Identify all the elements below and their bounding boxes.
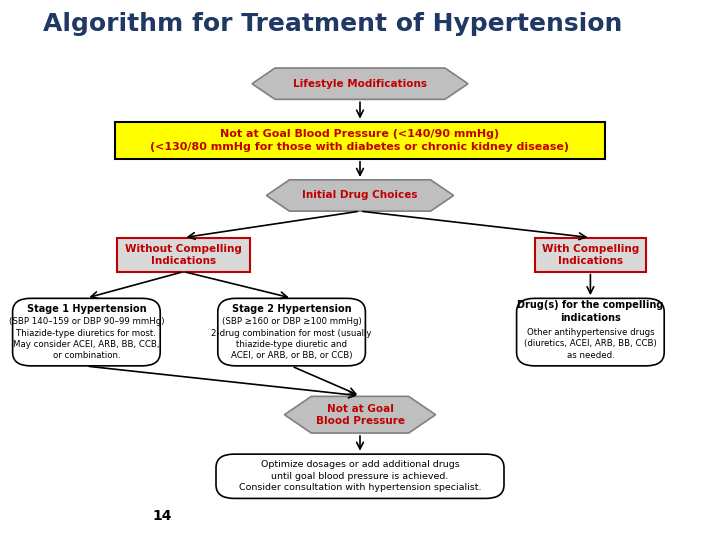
- Text: 14: 14: [152, 509, 172, 523]
- Text: With Compelling
Indications: With Compelling Indications: [541, 244, 639, 266]
- Text: Lifestyle Modifications: Lifestyle Modifications: [293, 79, 427, 89]
- Bar: [115, 122, 605, 159]
- Text: Initial Drug Choices: Initial Drug Choices: [302, 191, 418, 200]
- Text: Other antihypertensive drugs
(diuretics, ACEI, ARB, BB, CCB)
as needed.: Other antihypertensive drugs (diuretics,…: [524, 328, 657, 360]
- Text: Without Compelling
Indications: Without Compelling Indications: [125, 244, 242, 266]
- Text: (SBP ≥160 or DBP ≥100 mmHg)
2-drug combination for most (usually
thiazide-type d: (SBP ≥160 or DBP ≥100 mmHg) 2-drug combi…: [212, 318, 372, 360]
- Text: Stage 2 Hypertension: Stage 2 Hypertension: [232, 304, 351, 314]
- Text: Not at Goal Blood Pressure (<140/90 mmHg)
(<130/80 mmHg for those with diabetes : Not at Goal Blood Pressure (<140/90 mmHg…: [150, 129, 570, 152]
- Text: Stage 1 Hypertension: Stage 1 Hypertension: [27, 304, 146, 314]
- FancyBboxPatch shape: [218, 298, 366, 366]
- Text: Not at Goal
Blood Pressure: Not at Goal Blood Pressure: [315, 403, 405, 426]
- Text: Algorithm for Treatment of Hypertension: Algorithm for Treatment of Hypertension: [43, 12, 623, 36]
- Bar: [117, 238, 251, 272]
- FancyBboxPatch shape: [516, 298, 664, 366]
- Polygon shape: [284, 396, 436, 433]
- Text: Drug(s) for the compelling
indications: Drug(s) for the compelling indications: [517, 300, 664, 323]
- FancyBboxPatch shape: [13, 298, 160, 366]
- Text: (SBP 140–159 or DBP 90–99 mmHg)
Thiazide-type diuretics for most.
May consider A: (SBP 140–159 or DBP 90–99 mmHg) Thiazide…: [9, 318, 164, 360]
- Bar: [534, 238, 647, 272]
- Text: Optimize dosages or add additional drugs
until goal blood pressure is achieved.
: Optimize dosages or add additional drugs…: [239, 460, 481, 492]
- Polygon shape: [266, 180, 454, 211]
- Polygon shape: [252, 68, 468, 99]
- FancyBboxPatch shape: [216, 454, 504, 498]
